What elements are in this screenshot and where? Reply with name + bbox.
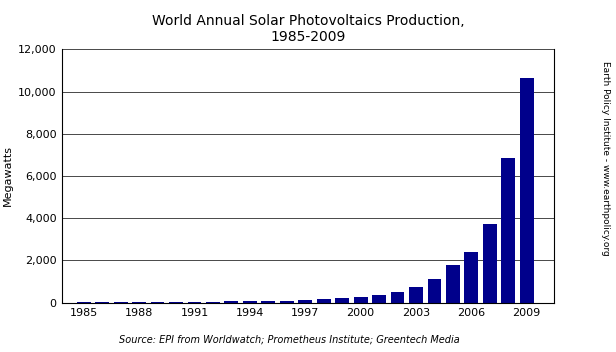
Bar <box>501 158 515 303</box>
Bar <box>354 297 368 303</box>
Bar <box>520 77 533 303</box>
Bar <box>464 252 478 303</box>
Bar <box>206 302 220 303</box>
Bar <box>409 287 423 303</box>
Bar <box>335 298 349 303</box>
Bar <box>261 301 275 303</box>
Bar <box>280 301 294 303</box>
Bar <box>187 302 201 303</box>
Bar <box>243 301 257 303</box>
Bar <box>298 300 312 303</box>
Bar <box>428 279 441 303</box>
Title: World Annual Solar Photovoltaics Production,
1985-2009: World Annual Solar Photovoltaics Product… <box>152 14 464 44</box>
Bar <box>224 301 238 303</box>
Text: Earth Policy Institute - www.earthpolicy.org: Earth Policy Institute - www.earthpolicy… <box>601 61 610 256</box>
Bar <box>95 302 109 303</box>
Y-axis label: Megawatts: Megawatts <box>2 145 12 207</box>
Bar <box>132 302 146 303</box>
Bar <box>391 292 405 303</box>
Bar <box>483 224 496 303</box>
Bar <box>372 295 386 303</box>
Bar <box>77 302 91 303</box>
Bar <box>151 302 164 303</box>
Bar <box>114 302 128 303</box>
Bar <box>317 300 331 303</box>
Bar <box>169 302 183 303</box>
Bar <box>446 265 460 303</box>
Text: Source: EPI from Worldwatch; Prometheus Institute; Greentech Media: Source: EPI from Worldwatch; Prometheus … <box>119 335 460 345</box>
